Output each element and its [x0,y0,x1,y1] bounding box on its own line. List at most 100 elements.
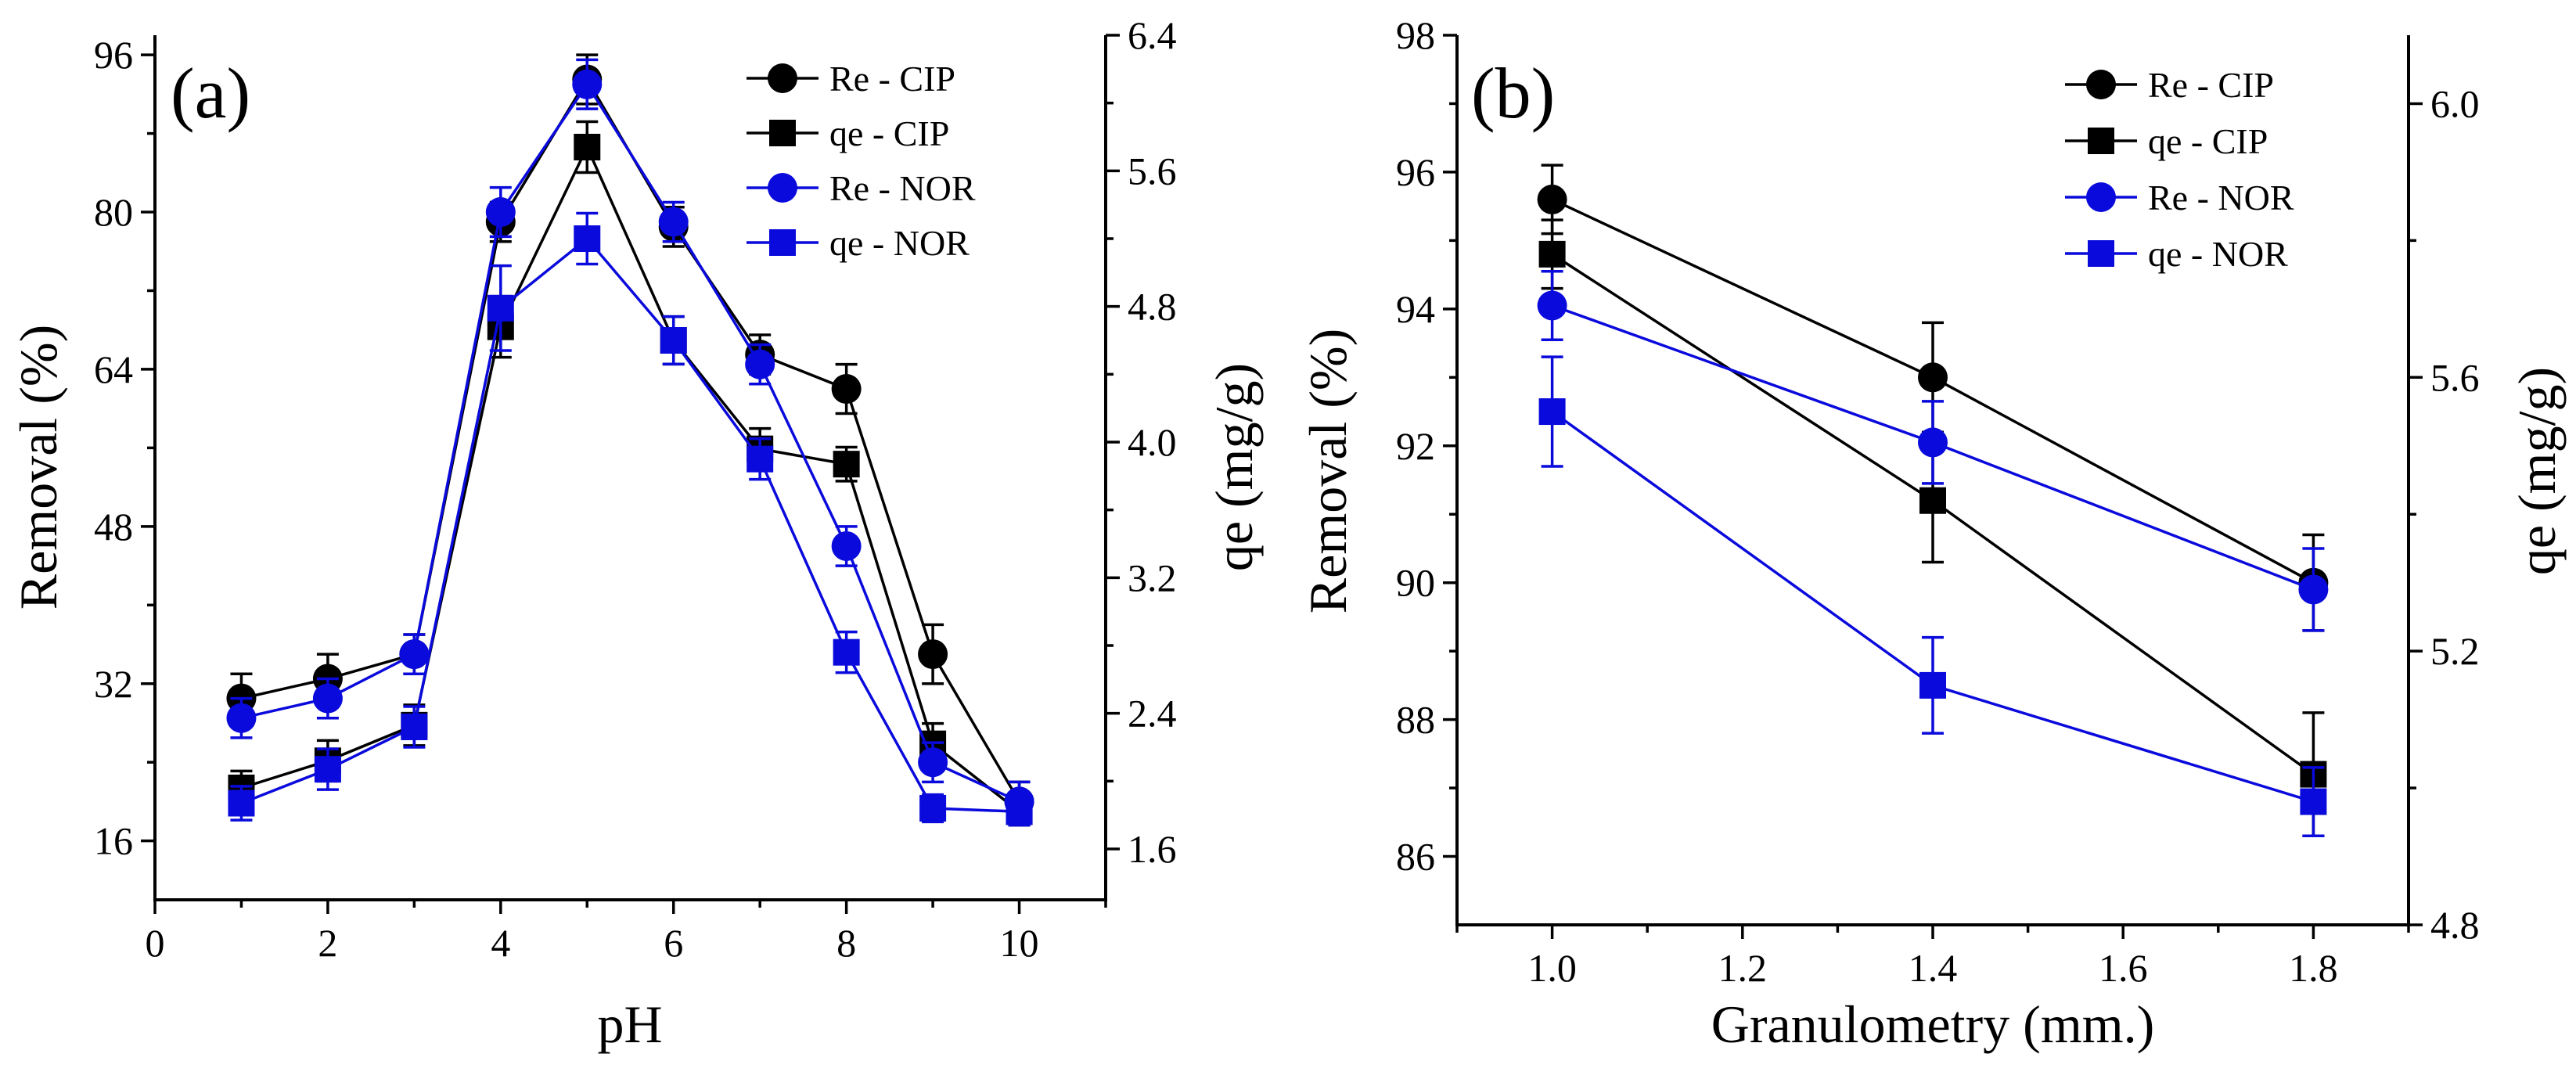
y-left-tick-label: 16 [94,819,133,863]
legend-label: qe - CIP [829,113,949,153]
panel-label: (a) [171,53,250,133]
x-tick-label: 1.8 [2289,946,2338,990]
data-point [572,69,603,99]
data-point [747,445,774,473]
data-point [745,349,775,379]
data-point [833,451,860,478]
x-tick-label: 10 [1000,921,1039,965]
data-point [1919,671,1946,699]
y-left-tick-label: 86 [1396,835,1435,879]
data-point [226,703,257,733]
legend-marker [2088,240,2114,267]
data-point [399,639,430,670]
y-left-tick-label: 98 [1396,13,1435,57]
data-point [831,531,862,561]
legend-marker [2088,128,2114,154]
data-point [833,638,860,666]
data-point [918,747,948,778]
chart-panel-b: 1.0 1.2 1.4 1.6 1.8 86 88 90 92 94 96 98 4.8 5.2 5.6 6.… [1298,13,2567,1054]
data-point [1918,427,1948,458]
legend-label: qe - NOR [829,223,970,263]
y-right-tick-label: 6.4 [1128,13,1177,57]
legend-marker [769,229,796,256]
x-tick-label: 1.6 [2099,946,2148,990]
y-right-tick-label: 5.6 [1128,149,1177,192]
series-line-qe-nor [240,236,1020,814]
y-axis-left-title: Removal (%) [1298,329,1358,613]
x-axis-title: Granulometry (mm.) [1711,994,2155,1054]
data-point [658,207,689,237]
legend: Re - CIP qe - CIP Re - NOR qe - NOR [747,59,976,263]
y-left-tick-label: 32 [94,662,133,706]
y-left-tick-label: 90 [1396,561,1435,605]
y-right-tick-label: 4.8 [2430,903,2480,947]
data-point [1537,184,1567,214]
series-line-re-nor [241,81,1020,803]
legend-marker [768,63,797,93]
data-point [2300,788,2327,815]
data-point [485,197,516,228]
data-point [314,756,341,783]
y-right-tick-label: 5.6 [2430,355,2480,399]
x-tick-label: 1.2 [1718,946,1768,990]
y-axis-right-title: qe (mg/g) [2507,367,2567,575]
data-point [2298,574,2329,605]
y-right-tick-label: 3.2 [1128,556,1177,599]
legend-marker [2086,182,2116,212]
data-point [1006,798,1033,825]
x-tick-label: 2 [318,921,337,965]
data-point [1919,487,1946,514]
y-left-tick-label: 94 [1396,287,1435,331]
data-point [1538,240,1566,268]
x-tick-label: 8 [836,921,856,965]
legend-marker [769,120,796,146]
panel-label: (b) [1471,53,1555,133]
y-right-tick-label: 4.0 [1128,420,1177,464]
data-point [312,683,343,714]
data-point [574,225,601,252]
data-point [660,327,687,354]
data-point [1918,362,1948,393]
legend: Re - CIP qe - CIP Re - NOR qe - NOR [2065,65,2294,274]
data-point [228,789,255,817]
legend-label: qe - CIP [2148,121,2268,161]
y-right-tick-label: 4.8 [1128,285,1177,329]
x-axis-title: pH [597,994,662,1054]
data-point [1537,290,1567,321]
legend-marker [2086,70,2116,99]
legend-label: Re - NOR [829,168,976,208]
series-line-qe-cip [240,143,1020,813]
chart-panel-a: 0 2 4 6 8 10 16 32 48 64 80 96 1.6 2.4 3.2 4.0 4.8 5.6 6.4… [9,13,1264,1054]
legend-marker [768,173,797,203]
y-right-tick-label: 2.4 [1128,692,1177,736]
y-right-tick-label: 6.0 [2430,81,2480,125]
y-axis-right-title: qe (mg/g) [1204,363,1264,571]
data-point [919,795,947,822]
data-point [831,374,862,405]
legend-label: qe - NOR [2148,234,2288,274]
legend-label: Re - CIP [829,59,955,99]
data-point [574,134,601,160]
y-right-tick-label: 5.2 [2430,629,2480,673]
data-point [401,714,428,740]
y-left-tick-label: 96 [94,33,133,77]
data-point [918,639,948,670]
y-axis-left-title: Removal (%) [9,325,68,610]
data-point [487,294,514,322]
x-tick-label: 6 [664,921,683,965]
y-left-tick-label: 88 [1396,698,1435,742]
legend-label: Re - CIP [2148,65,2274,105]
x-tick-label: 4 [491,921,510,965]
x-tick-label: 1.0 [1527,946,1577,990]
y-left-tick-label: 80 [94,190,133,234]
data-point [1538,398,1566,426]
y-left-tick-label: 64 [94,347,133,391]
x-tick-label: 0 [146,921,165,965]
y-right-tick-label: 1.6 [1128,827,1177,871]
y-left-tick-label: 96 [1396,150,1435,194]
x-tick-label: 1.4 [1909,946,1958,990]
legend-label: Re - NOR [2148,178,2294,218]
y-left-tick-label: 48 [94,505,133,548]
y-left-tick-label: 92 [1396,424,1435,468]
